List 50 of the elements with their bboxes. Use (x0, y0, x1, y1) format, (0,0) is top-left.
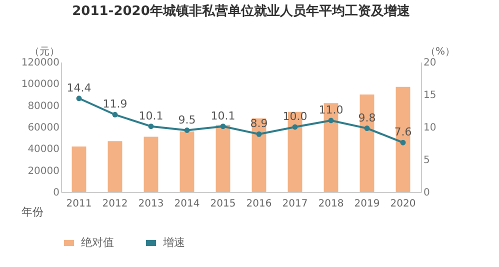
point (328, 118, 334, 124)
bar (396, 86, 410, 192)
x-tick-label: 2018 (318, 198, 344, 210)
point (364, 126, 370, 132)
point (220, 124, 226, 130)
bar (72, 146, 86, 192)
point (112, 112, 118, 118)
y-axis-title: （元） (30, 46, 60, 58)
x-tick-label: 2020 (390, 198, 416, 210)
y2-tick-label: 15 (424, 90, 436, 101)
y-tick-label: 60000 (28, 122, 60, 134)
point (76, 96, 82, 102)
y-tick-label: 120000 (21, 58, 60, 68)
x-tick-label: 2017 (282, 198, 308, 210)
point (292, 124, 298, 130)
x-tick-label: 2019 (354, 198, 380, 210)
x-tick-label: 2014 (174, 198, 200, 210)
point (184, 128, 190, 133)
x-tick-label: 2015 (210, 198, 236, 210)
legend-label: 增速 (162, 236, 185, 249)
y2-tick-label: 10 (424, 122, 436, 134)
bar (360, 94, 374, 192)
y-tick-label: 80000 (28, 100, 60, 112)
bar (180, 131, 194, 192)
x-tick-label: 2011 (66, 198, 92, 210)
bar (108, 141, 122, 192)
y2-tick-label: 5 (424, 155, 430, 166)
point (400, 140, 406, 146)
bar (144, 136, 158, 192)
chart-title: 2011-2020年城镇非私营单位就业人员年平均工资及增速 (72, 3, 411, 19)
data-label: 14.4 (66, 81, 92, 94)
point (148, 124, 154, 130)
bar (216, 124, 230, 192)
y-tick-label: 0 (53, 188, 60, 198)
data-label: 10.1 (210, 109, 236, 122)
point (256, 131, 262, 137)
x-tick-label: 2013 (138, 198, 164, 210)
y2-tick-label: 0 (424, 188, 430, 198)
x-tick-label: 2012 (102, 198, 128, 210)
legend-label: 绝对值 (81, 236, 114, 249)
data-label: 9.5 (178, 113, 196, 126)
x-axis-title: 年份 (22, 206, 44, 218)
y2-axis-title: （%） (426, 46, 456, 58)
data-label: 11.9 (102, 98, 128, 111)
data-label: 10.1 (138, 109, 164, 122)
x-tick-label: 2016 (246, 198, 272, 210)
y-tick-label: 100000 (21, 79, 60, 90)
y-tick-label: 40000 (28, 144, 60, 156)
y2-tick-label: 20 (424, 58, 436, 68)
y-tick-label: 20000 (28, 166, 60, 177)
